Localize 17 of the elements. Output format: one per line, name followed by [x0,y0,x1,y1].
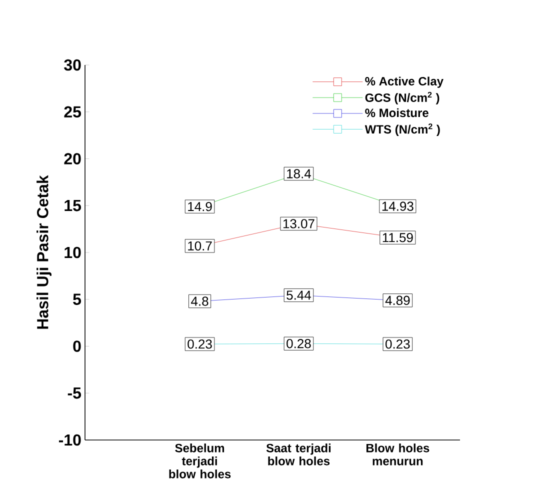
legend-label: % Active Clay [365,76,444,88]
y-tick-label: 0 [73,340,81,352]
legend-label: WTS (N/cm$^{2}$ ) [364,124,440,136]
legend-label: GCS (N/cm$^{2}$ ) [365,92,440,104]
legend-label: % Moisture [365,108,428,118]
y-tick-label: 30 [64,59,81,71]
y-tick-label: 10 [64,246,81,258]
y-tick-label: 5 [73,294,82,305]
y-tick-label: 15 [64,200,82,212]
y-axis-title: Hasil Uji Pasir Cetak [36,175,52,329]
x-tick-label: Sebelum terjadi blow holes [169,444,231,478]
y-tick-label: -10 [58,434,81,446]
y-tick-label: 25 [64,106,82,118]
y-tick-label: -5 [68,388,82,399]
x-tick-label: Blow holes menurun [366,444,430,466]
y-tick-label: 20 [64,153,81,164]
x-tick-label: Saat terjadi blow holes [266,444,331,466]
